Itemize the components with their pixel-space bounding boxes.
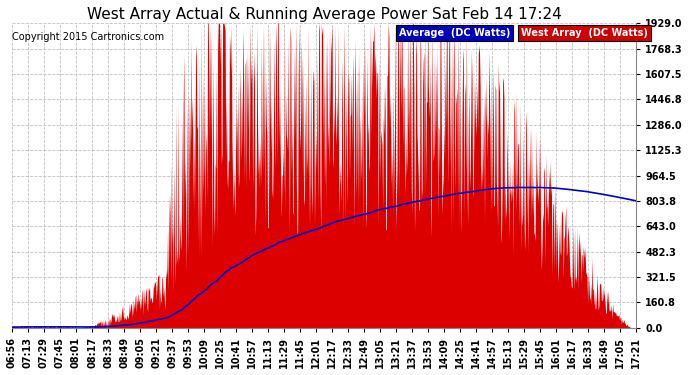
Text: Copyright 2015 Cartronics.com: Copyright 2015 Cartronics.com bbox=[12, 32, 164, 42]
Title: West Array Actual & Running Average Power Sat Feb 14 17:24: West Array Actual & Running Average Powe… bbox=[87, 7, 562, 22]
Text: Average  (DC Watts): Average (DC Watts) bbox=[399, 28, 511, 38]
Text: West Array  (DC Watts): West Array (DC Watts) bbox=[521, 28, 648, 38]
